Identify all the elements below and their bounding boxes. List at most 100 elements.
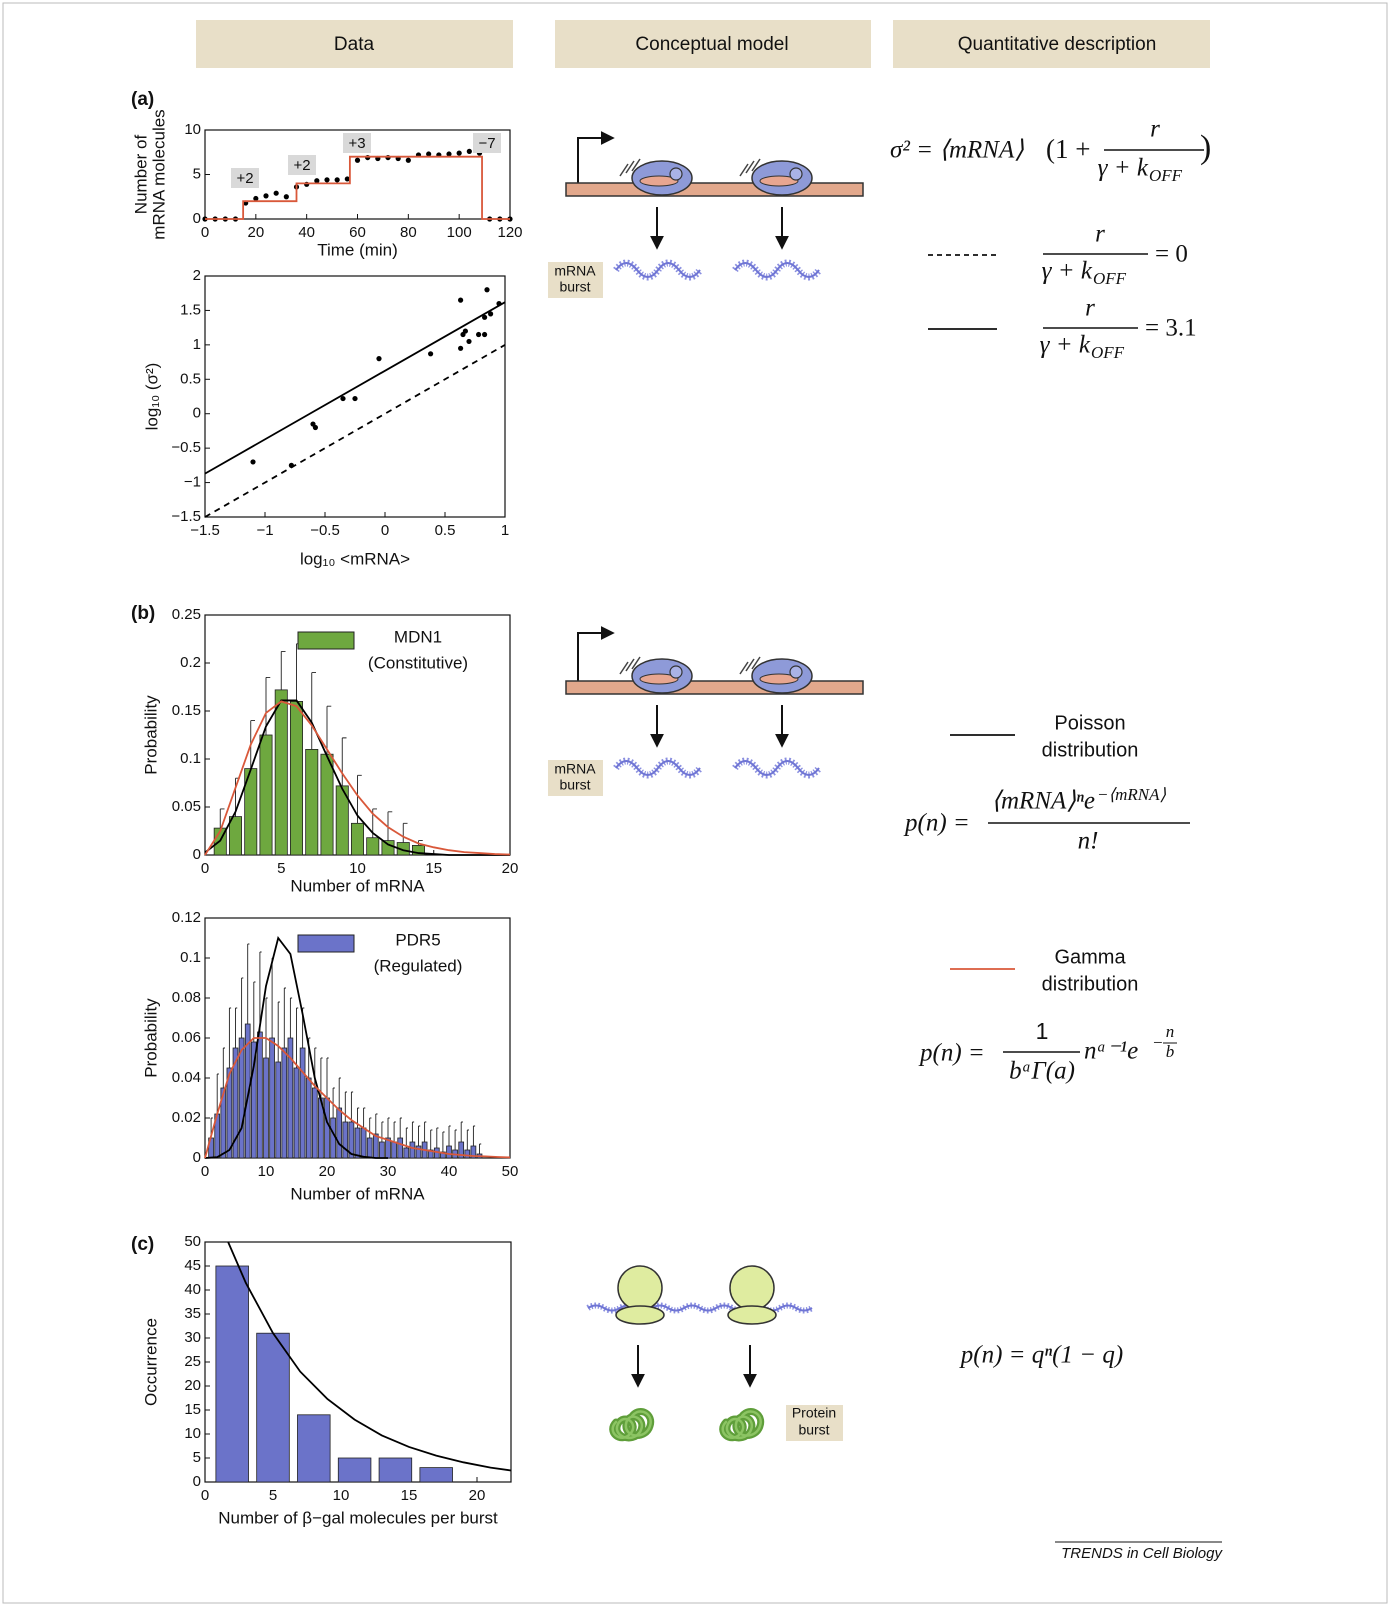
x-tick-label: 50 (502, 1163, 519, 1180)
x-tick-label: 20 (502, 860, 519, 877)
bar (305, 749, 319, 856)
equation-part: σ² = ⟨mRNA⟩ (890, 137, 1024, 164)
data-point (458, 297, 464, 303)
x-axis-label: Time (min) (317, 240, 398, 259)
diagram-label: burst (559, 279, 590, 295)
x-tick-label: 1 (501, 522, 509, 539)
error-bar (289, 997, 293, 1038)
bar (366, 837, 380, 856)
equation-part: −⟨mRNA⟩ (1097, 785, 1166, 804)
x-tick-label: 10 (258, 1163, 275, 1180)
data-point (482, 314, 488, 320)
error-bar (338, 1077, 341, 1108)
bar (391, 1141, 397, 1159)
bar (415, 1145, 422, 1159)
bar (281, 1047, 288, 1159)
y-tick-label: 0.02 (172, 1109, 201, 1126)
equation-part: r (1085, 295, 1095, 322)
error-bar (411, 1121, 415, 1142)
y-axis-label: Number of (131, 135, 150, 215)
error-bar (387, 1117, 390, 1138)
bar (379, 1141, 385, 1159)
diagram-label: mRNA (554, 263, 596, 279)
error-bar (235, 1007, 238, 1048)
error-bar (405, 1127, 409, 1148)
data-point (462, 328, 468, 334)
x-tick-label: 15 (425, 860, 442, 877)
equation-part: ) (1200, 129, 1211, 166)
bar (336, 1107, 343, 1159)
y-tick-label: 0.08 (172, 989, 201, 1006)
y-tick-label: 0.5 (180, 370, 201, 387)
x-tick-label: 10 (333, 1487, 350, 1504)
error-bar (247, 943, 250, 1024)
bar (259, 734, 273, 856)
error-bar (228, 1007, 232, 1068)
bar (311, 1087, 318, 1159)
legend-label: PDR5 (395, 930, 440, 949)
bar (275, 1061, 282, 1159)
error-bar (222, 1047, 226, 1088)
bar (337, 1457, 372, 1483)
credit: TRENDS in Cell Biology (1061, 1545, 1223, 1562)
data-point (312, 424, 318, 431)
error-bar (283, 987, 287, 1048)
x-tick-label: 0 (201, 860, 209, 877)
x-tick-label: 20 (469, 1487, 486, 1504)
error-bar (296, 1007, 299, 1068)
error-bar (350, 1091, 354, 1122)
data-point (253, 195, 259, 202)
equation-part: r (1150, 116, 1160, 143)
legend-swatch (297, 631, 355, 650)
equation-part: 1 (1036, 1018, 1049, 1044)
data-line (204, 344, 506, 518)
data-point (354, 157, 361, 163)
transcription-diagram (548, 626, 864, 796)
x-axis-label: Number of mRNA (290, 1184, 425, 1203)
data-point (334, 177, 340, 183)
legend-note: (Regulated) (374, 956, 463, 975)
data-point (446, 151, 452, 157)
x-tick-label: 0.5 (435, 522, 456, 539)
bar (342, 1121, 349, 1159)
bar (257, 1031, 263, 1159)
error-bar (265, 997, 268, 1058)
x-tick-label: 5 (269, 1487, 277, 1504)
x-tick-label: 20 (319, 1163, 336, 1180)
legend-swatch (297, 934, 355, 953)
bar (269, 1037, 275, 1159)
y-tick-label: 5 (193, 165, 201, 182)
error-bar (472, 1125, 476, 1146)
error-bar (280, 651, 286, 690)
bar (372, 1133, 379, 1159)
x-tick-label: 0 (201, 1163, 209, 1180)
x-tick-label: 30 (380, 1163, 397, 1180)
error-bar (341, 737, 347, 786)
error-bar (418, 1125, 421, 1146)
data-point (484, 287, 490, 293)
data-point (283, 194, 289, 200)
annotation-box (473, 133, 501, 153)
bar (324, 1097, 330, 1159)
bar (409, 1141, 416, 1159)
equation-part: r (1095, 221, 1105, 248)
y-tick-label: −1 (184, 474, 201, 491)
data-point (250, 459, 256, 465)
annotation-box (231, 168, 259, 188)
equation-part: OFF (1093, 269, 1127, 288)
y-tick-label: 1 (193, 336, 201, 353)
y-tick-label: 0 (193, 1473, 201, 1490)
bar (320, 753, 334, 856)
data-point (273, 190, 279, 196)
error-bar (424, 1121, 427, 1142)
y-axis-label: mRNA molecules (149, 109, 168, 239)
x-tick-label: 5 (277, 860, 285, 877)
y-tick-label: 40 (184, 1281, 201, 1298)
equation-part: b (1166, 1042, 1175, 1061)
y-tick-label: 0.25 (172, 606, 201, 623)
data-point (482, 331, 488, 338)
header-box (893, 20, 1210, 68)
